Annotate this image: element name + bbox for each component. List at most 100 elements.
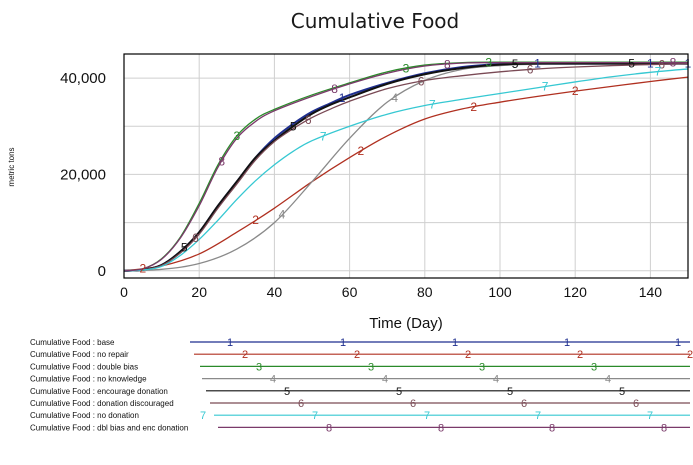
legend-marker-6: 6 [633,398,639,410]
legend-entry-label: Cumulative Food : donation discouraged [30,399,174,408]
legend-marker-2: 2 [242,349,248,361]
legend-marker-2: 2 [465,349,471,361]
x-axis-label: Time (Day) [369,315,443,332]
legend-marker-6: 6 [410,398,416,410]
series-marker-6: 6 [418,74,425,88]
series-line-3 [123,61,689,272]
series-marker-6: 6 [658,57,665,71]
x-tick-label: 80 [417,284,433,300]
series-line-1 [123,62,689,272]
series-marker-1: 1 [339,91,346,105]
legend-entry-label: Cumulative Food : base [30,338,115,347]
series-line-8 [123,61,689,272]
series-marker-5: 5 [512,57,519,71]
series-marker-1: 1 [534,57,541,71]
legend-marker-1: 1 [452,337,458,349]
x-tick-label: 120 [564,284,588,300]
legend-marker-3: 3 [368,361,374,373]
legend-marker-2: 2 [577,349,583,361]
legend-marker-8: 8 [661,422,667,434]
legend-entry-label: Cumulative Food : encourage donation [30,387,168,396]
legend-marker-3: 3 [591,361,597,373]
legend-marker-7: 7 [535,410,541,422]
series-line-2 [123,76,689,272]
legend-marker-8: 8 [326,422,332,434]
series-marker-2: 2 [470,100,477,114]
legend-entry-label: Cumulative Food : double bias [30,362,138,371]
series-marker-2: 2 [358,144,365,158]
series-marker-7: 7 [320,129,327,143]
y-tick-label: 40,000 [60,70,106,87]
legend-marker-4: 4 [493,374,499,386]
x-tick-label: 140 [639,284,663,300]
series-line-7 [123,68,689,272]
legend: Cumulative Food : base 1 1 1 1 1 Cumulative Fo… [30,337,693,434]
series-marker-5: 5 [181,241,188,255]
series-marker-7: 7 [655,65,662,79]
legend-entry-label: Cumulative Food : no knowledge [30,375,147,384]
series-marker-7: 7 [429,97,436,111]
series-marker-8: 8 [444,57,451,71]
legend-marker-7: 7 [200,410,206,422]
legend-marker-7: 7 [312,410,318,422]
legend-marker-4: 4 [605,374,611,386]
series-marker-8: 8 [218,154,225,168]
series-line-5 [123,62,689,272]
legend-marker-5: 5 [396,386,402,398]
legend-marker-1: 1 [564,337,570,349]
legend-marker-3: 3 [256,361,262,373]
legend-entry-label: Cumulative Food : no donation [30,411,139,420]
series-marker-1: 1 [647,57,654,71]
legend-marker-4: 4 [382,374,388,386]
legend-entry-label: Cumulative Food : dbl bias and enc donat… [30,423,188,432]
legend-marker-6: 6 [521,398,527,410]
legend-marker-4: 4 [270,374,276,386]
x-axis-ticks: 0 20 40 60 80 100 120 140 [120,284,662,300]
legend-marker-1: 1 [675,337,681,349]
legend-marker-1: 1 [340,337,346,349]
legend-marker-7: 7 [647,410,653,422]
legend-marker-1: 1 [227,337,233,349]
x-tick-label: 40 [267,284,283,300]
legend-marker-5: 5 [619,386,625,398]
series-marker-6: 6 [527,63,534,77]
series-marker-3: 3 [403,61,410,75]
y-tick-label: 0 [98,263,106,280]
series-marker-5: 5 [628,57,635,71]
series-line-6 [123,62,689,272]
x-tick-label: 0 [120,284,128,300]
legend-marker-3: 3 [479,361,485,373]
y-axis-ticks: 0 20,000 40,000 [60,70,106,280]
series-marker-3: 3 [485,55,492,69]
series-marker-2: 2 [572,84,579,98]
series-marker-8: 8 [670,56,677,70]
x-tick-label: 60 [342,284,358,300]
series-marker-6: 6 [305,113,312,127]
series-marker-8: 8 [331,82,338,96]
series-marker-4: 4 [279,207,286,221]
series-marker-5: 5 [290,119,297,133]
y-tick-label: 20,000 [60,166,106,183]
series-marker-4: 4 [391,91,398,105]
legend-marker-5: 5 [507,386,513,398]
series-marker-2: 2 [252,213,259,227]
series-marker-6: 6 [192,231,199,245]
chart-title: Cumulative Food [291,9,459,33]
x-tick-label: 100 [488,284,512,300]
legend-marker-5: 5 [284,386,290,398]
legend-marker-8: 8 [549,422,555,434]
legend-marker-8: 8 [438,422,444,434]
legend-entry-label: Cumulative Food : no repair [30,350,129,359]
series-marker-2: 2 [139,261,146,275]
series-marker-7: 7 [542,80,549,94]
legend-marker-2: 2 [687,349,693,361]
series-line-4 [123,62,689,272]
plot-frame [123,53,689,279]
legend-marker-7: 7 [424,410,430,422]
series-marker-3: 3 [233,129,240,143]
legend-marker-6: 6 [298,398,304,410]
legend-marker-2: 2 [354,349,360,361]
series-lines [123,61,689,272]
